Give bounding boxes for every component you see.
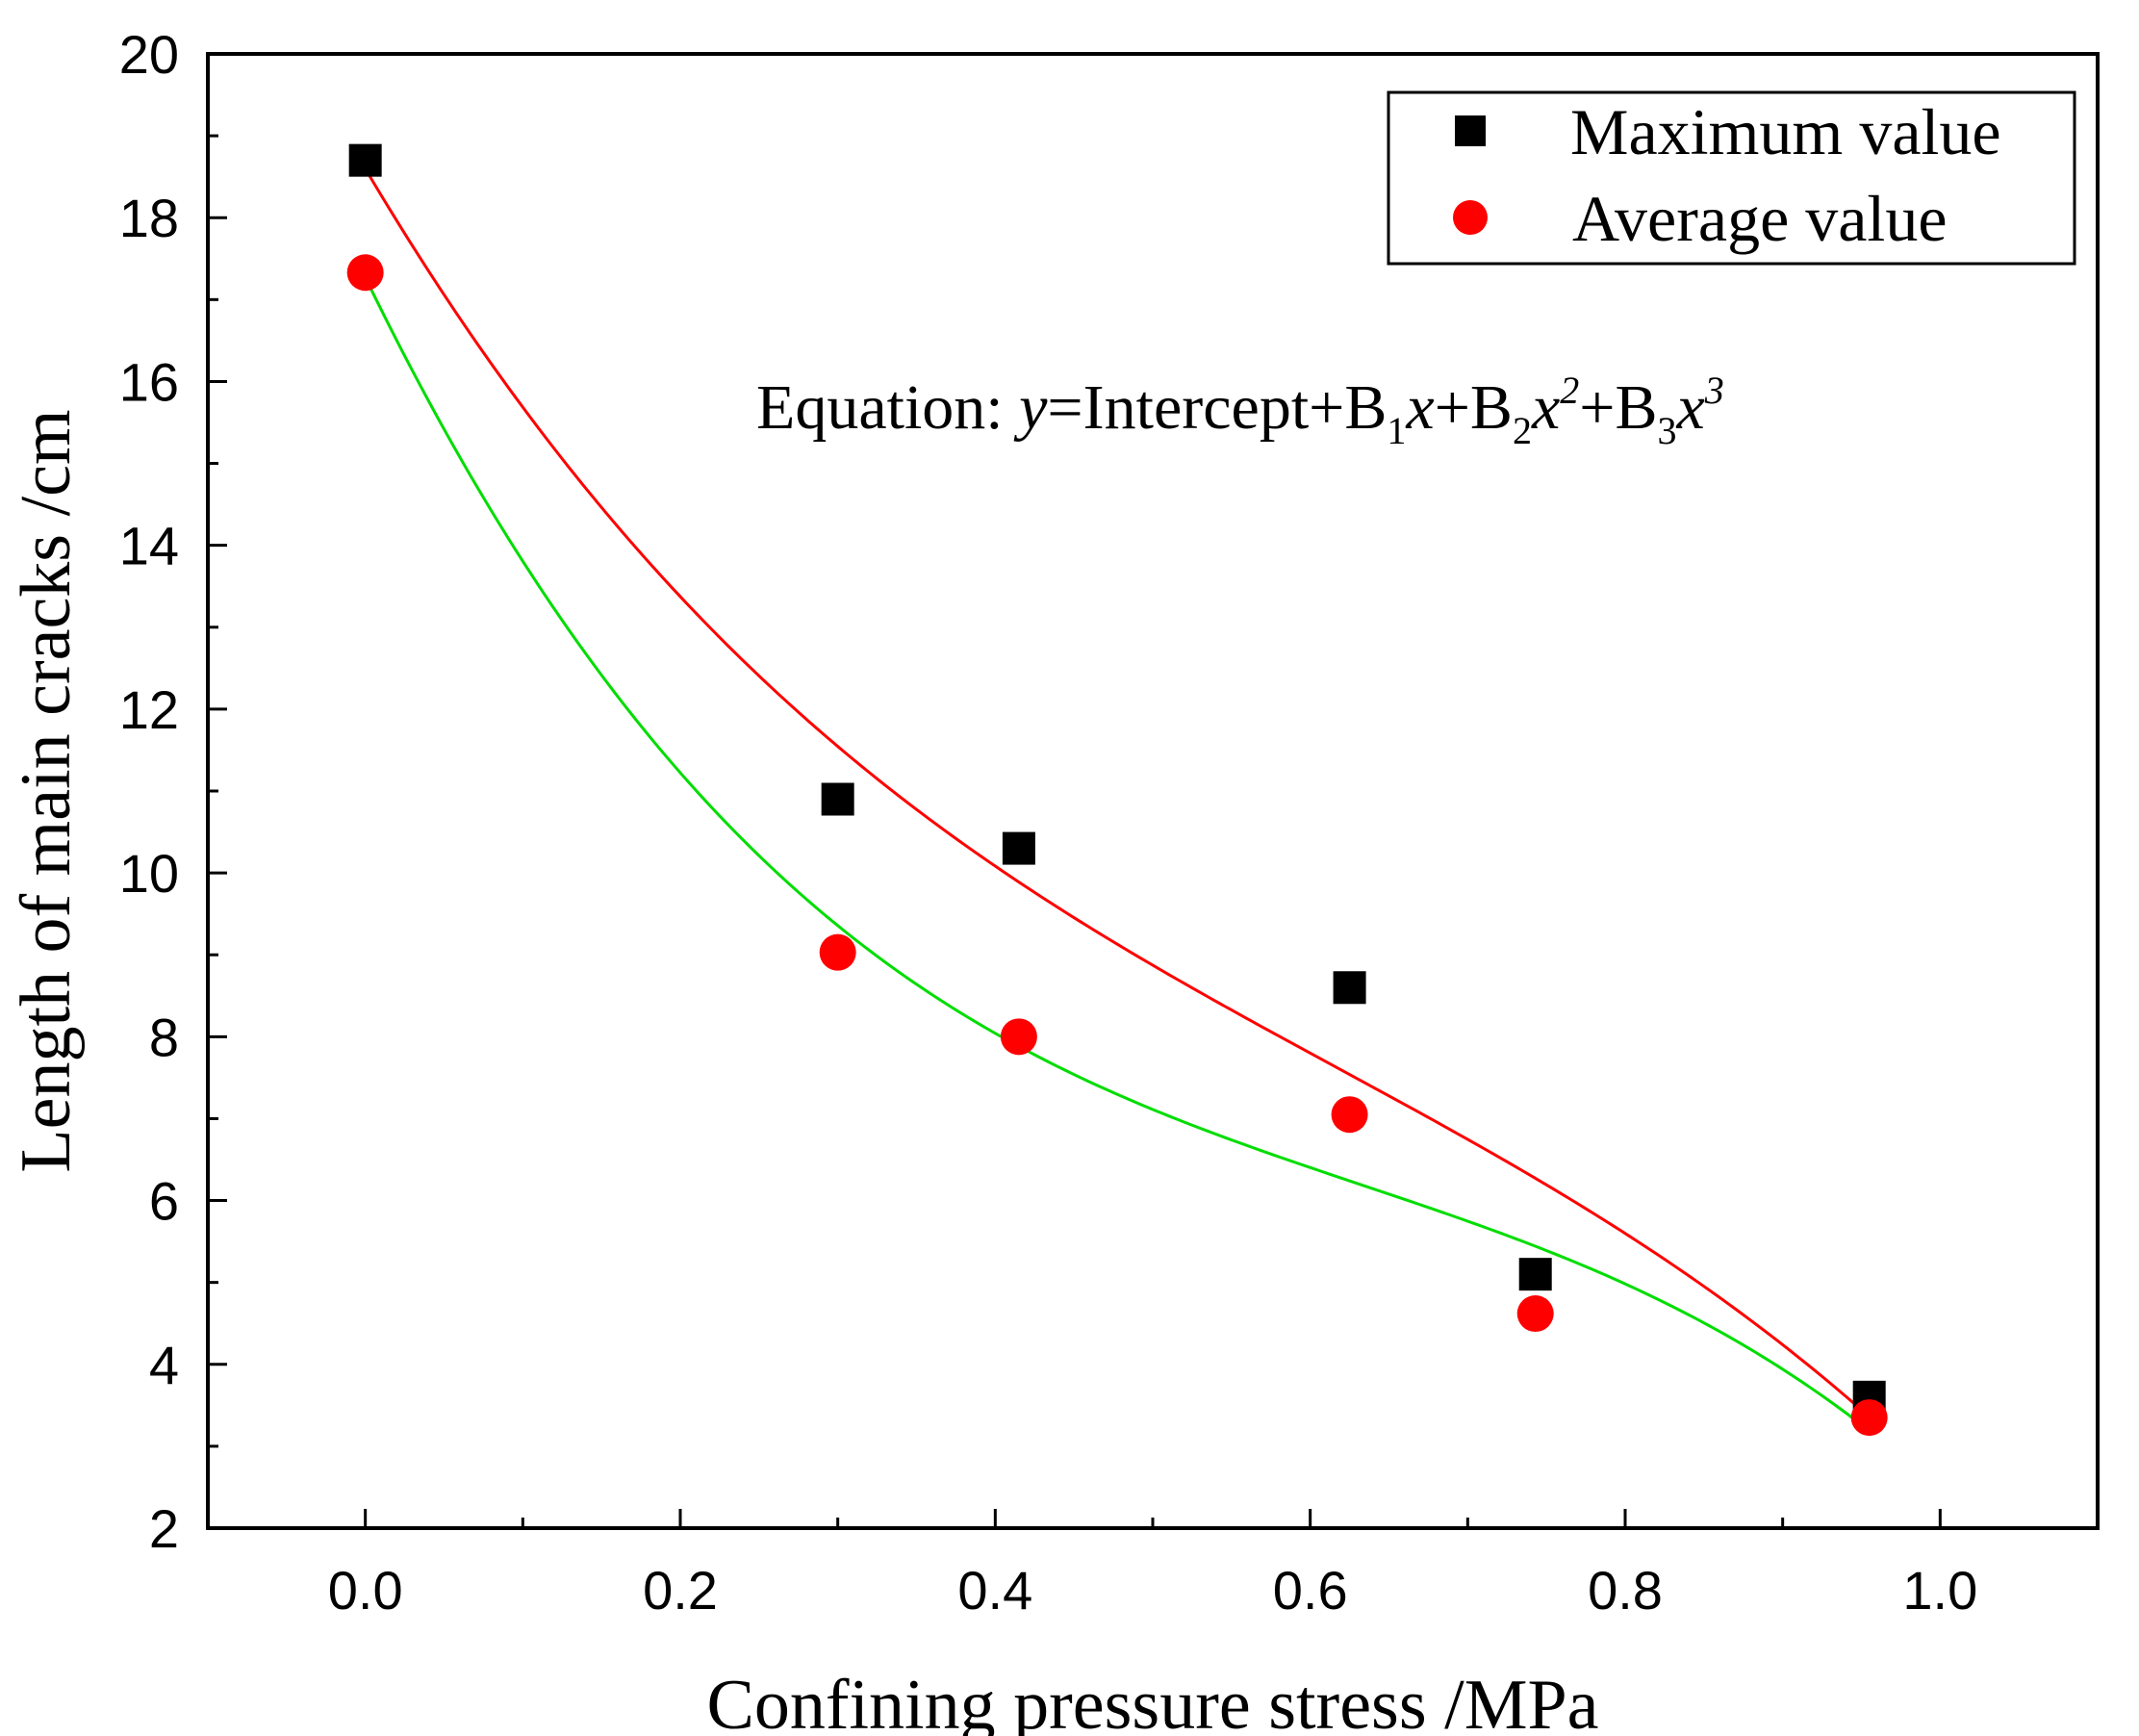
point-maximum-value bbox=[1333, 971, 1366, 1005]
point-maximum-value bbox=[821, 782, 854, 816]
legend-label-average-value: Average value bbox=[1572, 182, 1948, 255]
y-tick-label: 16 bbox=[119, 351, 179, 412]
point-maximum-value bbox=[348, 143, 382, 177]
y-tick-label: 6 bbox=[149, 1171, 179, 1232]
legend-marker-maximum-value bbox=[1455, 115, 1486, 146]
point-average-value bbox=[346, 254, 384, 292]
x-tick-label: 0.0 bbox=[328, 1560, 403, 1621]
data-markers bbox=[346, 143, 1888, 1437]
point-average-value bbox=[819, 933, 856, 971]
fit-equation-annotation: Equation: y=Intercept+B1x+B2x2+B3x3 bbox=[756, 369, 1724, 452]
fit-curve-maximum bbox=[364, 167, 1871, 1418]
point-average-value bbox=[1516, 1295, 1554, 1333]
plot-area-frame bbox=[206, 52, 2100, 1530]
legend-box bbox=[1387, 90, 2076, 266]
x-axis-title: Confining pressure stress /MPa bbox=[707, 1666, 1599, 1736]
y-tick-label: 4 bbox=[149, 1335, 179, 1395]
fit-curve-average bbox=[364, 276, 1871, 1432]
equation-plus2: +B bbox=[1435, 372, 1513, 443]
y-tick-label: 18 bbox=[119, 188, 179, 248]
equation-intercept: =Intercept+B bbox=[1047, 372, 1387, 443]
x-tick-label: 1.0 bbox=[1902, 1560, 1977, 1621]
equation-x3: x bbox=[1676, 372, 1705, 443]
y-tick-label: 14 bbox=[119, 516, 179, 576]
equation-sup3: 3 bbox=[1704, 369, 1724, 412]
equation-x1: x bbox=[1405, 372, 1434, 443]
equation-sup2: 2 bbox=[1560, 369, 1579, 412]
equation-prefix: Equation: bbox=[756, 372, 1019, 443]
point-average-value bbox=[1850, 1399, 1888, 1437]
y-tick-label: 12 bbox=[119, 679, 179, 740]
equation-plus3: +B bbox=[1579, 372, 1657, 443]
equation-x2: x bbox=[1531, 372, 1560, 443]
x-tick-label: 0.6 bbox=[1273, 1560, 1348, 1621]
point-maximum-value bbox=[1002, 831, 1035, 865]
equation-sub2: 2 bbox=[1513, 409, 1532, 452]
y-tick-label: 2 bbox=[149, 1498, 179, 1559]
fit-curves bbox=[364, 167, 1871, 1432]
legend: Maximum value Average value bbox=[1387, 90, 2076, 266]
y-tick-label: 10 bbox=[119, 843, 179, 904]
point-average-value bbox=[1000, 1018, 1037, 1056]
x-tick-label: 0.4 bbox=[957, 1560, 1032, 1621]
equation-y: y bbox=[1013, 372, 1048, 443]
x-tick-label: 0.8 bbox=[1588, 1560, 1663, 1621]
equation-sub3: 3 bbox=[1658, 409, 1677, 452]
legend-label-maximum-value: Maximum value bbox=[1570, 95, 2001, 168]
point-average-value bbox=[1331, 1096, 1368, 1134]
legend-marker-average-value bbox=[1453, 200, 1488, 235]
y-tick-label: 20 bbox=[119, 24, 179, 85]
equation-sub1: 1 bbox=[1387, 409, 1406, 452]
y-axis-title: Length of main cracks /cm bbox=[7, 409, 86, 1172]
point-maximum-value bbox=[1518, 1258, 1552, 1291]
y-tick-label: 8 bbox=[149, 1007, 179, 1067]
x-tick-label: 0.2 bbox=[643, 1560, 718, 1621]
